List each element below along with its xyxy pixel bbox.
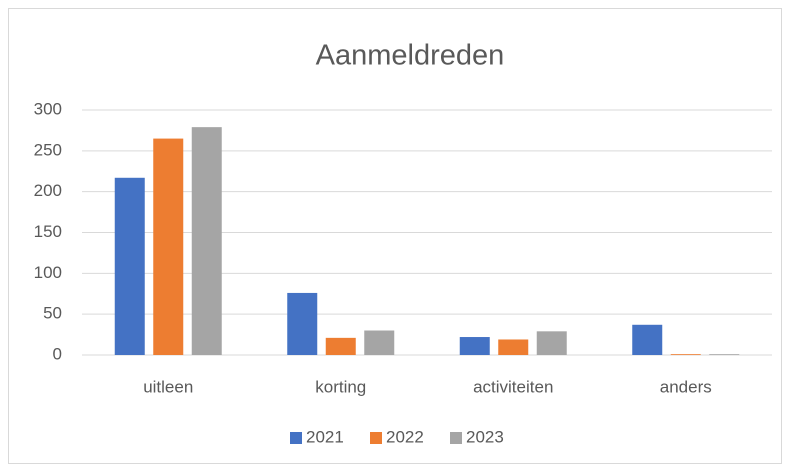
bar: [325, 337, 356, 355]
bar: [709, 354, 740, 355]
legend-swatch: [290, 432, 302, 444]
y-tick-label: 300: [34, 99, 62, 118]
y-tick-label: 50: [43, 304, 62, 323]
bar: [153, 138, 184, 355]
bar: [114, 177, 145, 355]
chart-title: Aanmeldreden: [316, 40, 505, 72]
y-tick-label: 250: [34, 140, 62, 159]
legend-swatch: [370, 432, 382, 444]
x-tick-label: anders: [660, 377, 712, 396]
legend-swatch: [450, 432, 462, 444]
bar: [191, 127, 222, 356]
y-tick-label: 0: [53, 344, 62, 363]
y-tick-label: 150: [34, 222, 62, 241]
bar: [364, 330, 395, 355]
legend-label: 2022: [386, 427, 424, 446]
x-tick-label: uitleen: [143, 377, 193, 396]
y-tick-label: 100: [34, 263, 62, 282]
bar: [498, 339, 529, 355]
bar: [287, 292, 318, 355]
x-tick-label: activiteiten: [473, 377, 553, 396]
bar: [670, 354, 701, 355]
bar: [632, 324, 663, 355]
y-tick-label: 200: [34, 181, 62, 200]
bar: [536, 331, 567, 355]
legend-label: 2021: [306, 427, 344, 446]
bar: [459, 337, 490, 355]
x-tick-label: korting: [315, 377, 366, 396]
legend-label: 2023: [466, 427, 504, 446]
